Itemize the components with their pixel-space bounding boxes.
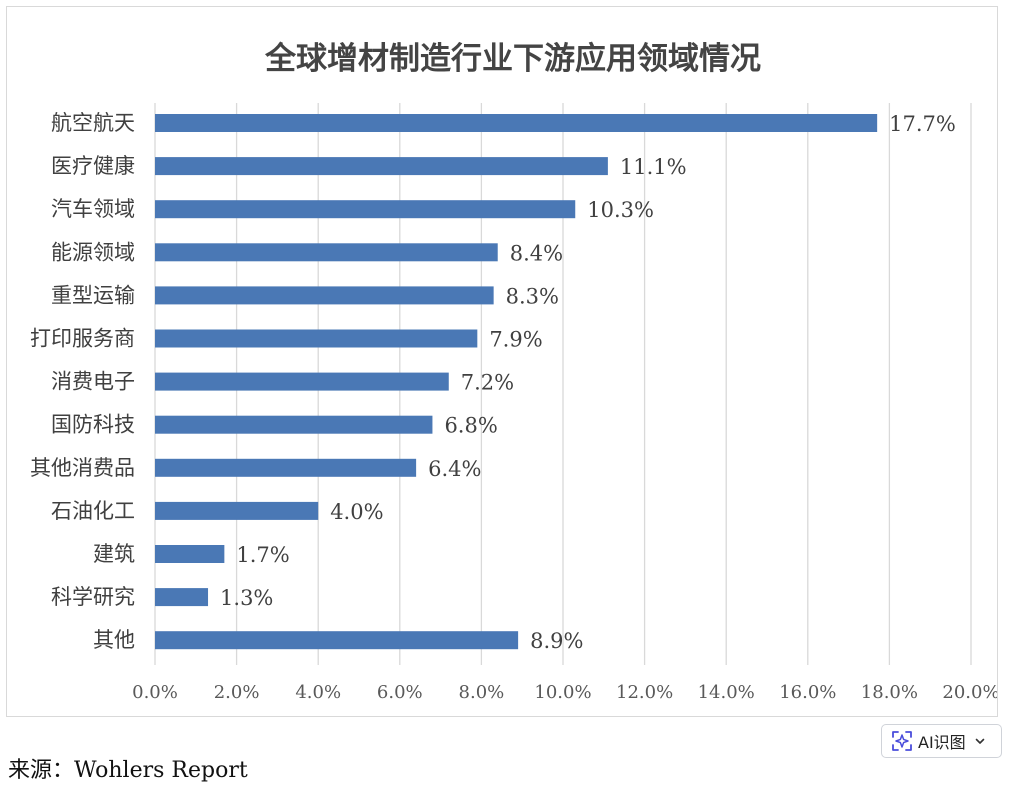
category-label: 重型运输 (51, 283, 135, 307)
x-tick-label: 12.0% (616, 682, 673, 703)
category-label: 汽车领域 (51, 197, 135, 221)
data-label: 1.7% (236, 543, 289, 567)
x-tick-label: 20.0% (942, 682, 997, 703)
category-label: 打印服务商 (30, 327, 135, 351)
category-label: 医疗健康 (51, 154, 135, 178)
bars-layer (155, 114, 878, 650)
chart-title: 全球增材制造行业下游应用领域情况 (264, 41, 761, 77)
category-label: 石油化工 (51, 499, 135, 523)
bar (155, 243, 498, 262)
category-label: 其他消费品 (30, 456, 135, 480)
bar (155, 588, 209, 607)
source-text: Wohlers Report (74, 758, 248, 783)
chevron-down-icon (975, 738, 984, 744)
category-label: 航空航天 (51, 111, 135, 135)
x-tick-label: 2.0% (214, 682, 260, 703)
bar (155, 415, 433, 434)
x-tick-label: 0.0% (132, 682, 178, 703)
data-label: 6.4% (428, 457, 481, 481)
bar (155, 458, 417, 477)
chart-frame: 全球增材制造行业下游应用领域情况 航空航天医疗健康汽车领域能源领域重型运输打印服… (6, 6, 998, 717)
bar (155, 329, 478, 348)
data-label: 8.4% (510, 241, 563, 265)
data-label: 10.3% (587, 198, 654, 222)
chart-svg: 全球增材制造行业下游应用领域情况 航空航天医疗健康汽车领域能源领域重型运输打印服… (30, 41, 997, 703)
data-label: 8.3% (506, 284, 559, 308)
x-tick-labels: 0.0% 2.0% 4.0% 6.0% 8.0% 10.0% 12.0% 14.0% 16.0%… (132, 682, 997, 703)
data-label: 6.8% (444, 414, 497, 438)
category-label: 建筑 (93, 542, 135, 566)
category-label: 其他 (93, 628, 135, 652)
data-label: 1.3% (220, 586, 273, 610)
data-label: 4.0% (330, 500, 383, 524)
data-label: 8.9% (530, 629, 583, 653)
grid-layer (154, 103, 972, 665)
data-label: 17.7% (889, 112, 956, 136)
x-tick-label: 6.0% (377, 682, 423, 703)
bar (155, 200, 576, 219)
bar (155, 501, 319, 520)
category-labels: 航空航天医疗健康汽车领域能源领域重型运输打印服务商消费电子国防科技其他消费品石油… (30, 111, 135, 652)
x-tick-label: 14.0% (698, 682, 755, 703)
data-label: 11.1% (620, 155, 687, 179)
bar (155, 157, 608, 176)
category-label: 国防科技 (51, 413, 135, 437)
sparkle-scan-icon (892, 731, 912, 751)
category-label: 消费电子 (51, 370, 135, 394)
bar (155, 631, 519, 650)
x-tick-label: 18.0% (861, 682, 918, 703)
bar (155, 286, 494, 305)
category-label: 科学研究 (51, 585, 135, 609)
data-label: 7.2% (461, 371, 514, 395)
bar (155, 545, 225, 563)
bar (155, 372, 449, 391)
x-tick-label: 8.0% (459, 682, 505, 703)
ai-button-label: AI识图 (918, 733, 966, 752)
source-line: 来源：Wohlers Report (8, 752, 248, 784)
category-label: 能源领域 (51, 240, 135, 264)
source-label: 来源： (8, 758, 75, 783)
x-tick-label: 4.0% (295, 682, 341, 703)
x-tick-label: 10.0% (534, 682, 591, 703)
value-labels: 17.7% 11.1% 10.3% 8.4% 8.3% 7.9% 7.2% 6.8% 6.4% 4… (220, 112, 956, 653)
data-label: 7.9% (489, 328, 542, 352)
ai-recognize-button[interactable]: AI识图 (881, 724, 1002, 758)
bar (155, 114, 878, 132)
x-tick-label: 16.0% (779, 682, 836, 703)
